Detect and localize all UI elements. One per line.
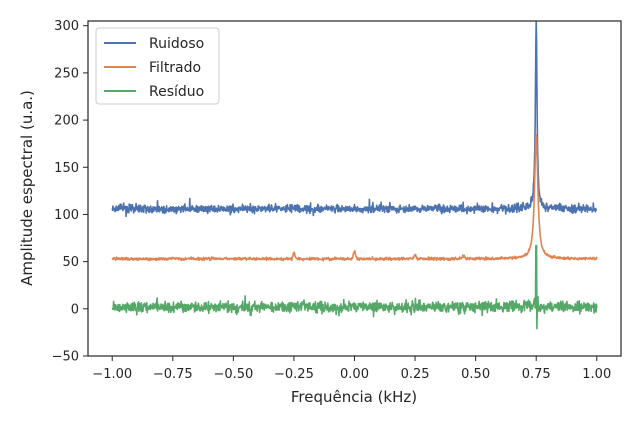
legend-frame xyxy=(95,27,220,105)
series-noisy xyxy=(111,21,598,218)
y-tick-label: −50 xyxy=(52,350,79,365)
x-axis-label: Frequência (kHz) xyxy=(291,388,417,406)
x-tick-label: −1.00 xyxy=(92,367,132,382)
y-axis: −50 0 50 100 150 200 250 300 xyxy=(52,19,88,365)
x-tick-label: −0.50 xyxy=(213,367,253,382)
y-tick-label: 300 xyxy=(54,19,79,34)
x-tick-label: −0.25 xyxy=(274,367,314,382)
x-axis: −1.00 −0.75 −0.50 −0.25 0.00 0.25 0.50 0.75 1.00 xyxy=(92,356,611,382)
y-tick-label: 150 xyxy=(54,161,79,176)
x-tick-label: 0.25 xyxy=(401,367,430,382)
x-tick-label: 0.00 xyxy=(340,367,369,382)
series-layer xyxy=(111,21,598,330)
x-tick-label: 0.50 xyxy=(461,367,490,382)
y-tick-label: 250 xyxy=(54,66,79,81)
y-tick-label: 0 xyxy=(71,302,79,317)
legend-label: Resíduo xyxy=(149,84,204,100)
y-axis-label: Amplitude espectral (u.a.) xyxy=(18,90,36,286)
series-residual xyxy=(111,244,598,330)
x-tick-label: −0.75 xyxy=(153,367,193,382)
x-tick-label: 1.00 xyxy=(582,367,611,382)
legend: Ruidoso Filtrado Resíduo xyxy=(95,27,220,105)
legend-label: Filtrado xyxy=(149,60,201,76)
series-filtered xyxy=(111,134,598,262)
y-tick-label: 50 xyxy=(62,255,79,270)
y-tick-label: 200 xyxy=(54,114,79,129)
y-tick-label: 100 xyxy=(54,208,79,223)
legend-label: Ruidoso xyxy=(149,36,204,52)
x-tick-label: 0.75 xyxy=(522,367,551,382)
